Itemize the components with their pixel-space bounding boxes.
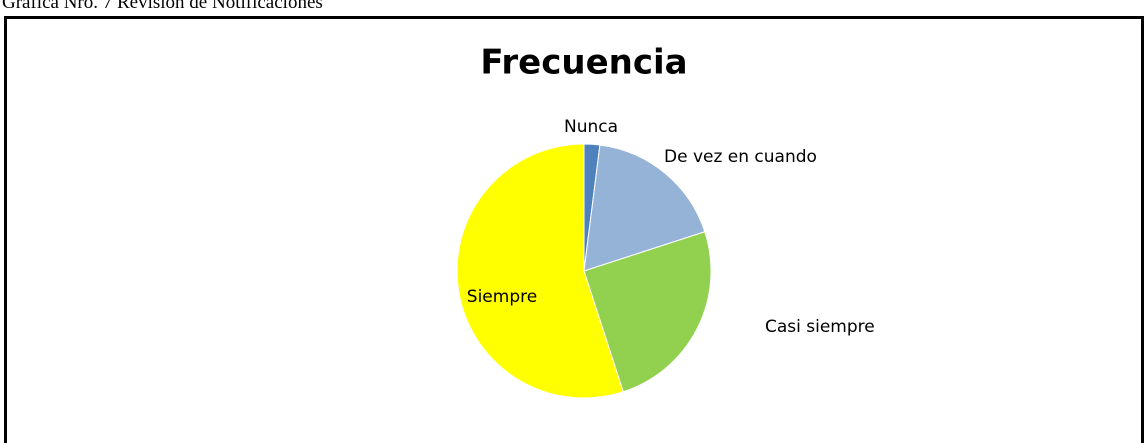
pie-slice — [456, 143, 624, 399]
chart-title: Frecuencia — [480, 43, 687, 83]
slice-label: Nunca — [564, 117, 618, 137]
pie-slice — [583, 144, 706, 272]
slice-label: Siempre — [467, 287, 537, 307]
caption: Gráfica Nro. 7 Revisión de Notificacione… — [2, 0, 323, 13]
slice-label: De vez en cuando — [664, 147, 817, 167]
chart-frame — [4, 16, 1144, 443]
slice-label: Casi siempre — [765, 317, 875, 337]
pie-slice — [583, 231, 712, 393]
